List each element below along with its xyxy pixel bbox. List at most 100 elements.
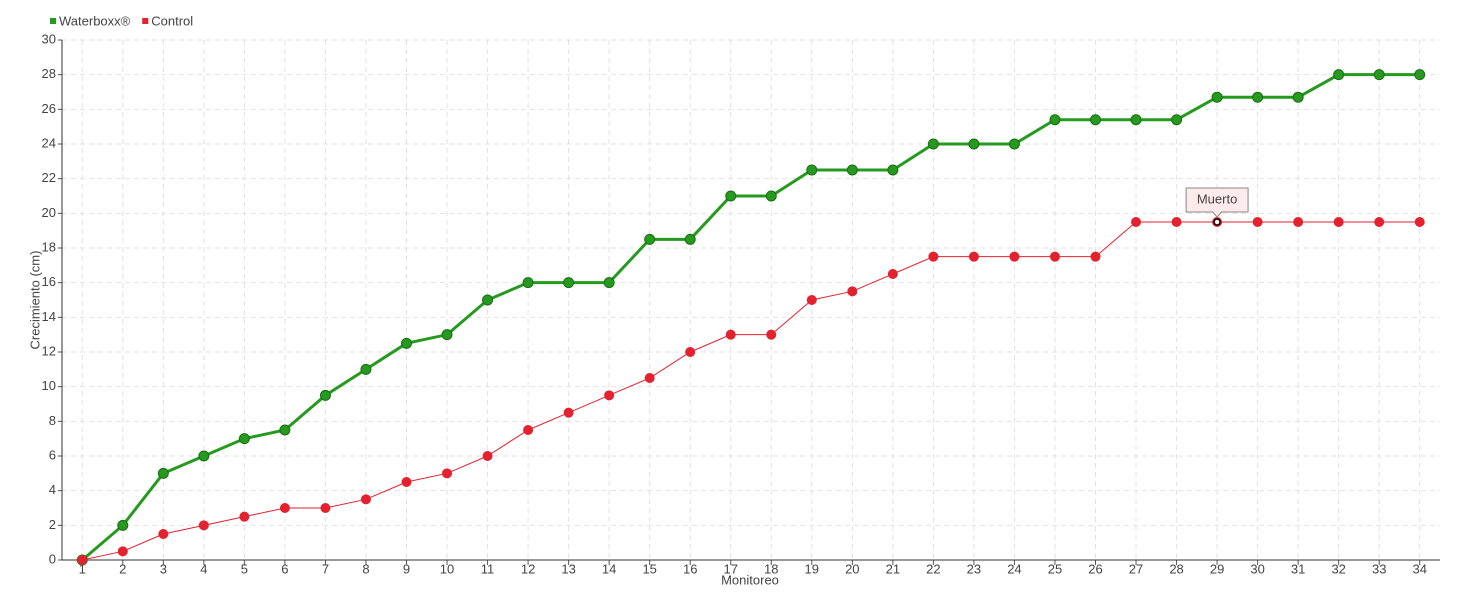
data-point — [1293, 217, 1304, 227]
y-tick-label: 28 — [42, 66, 56, 81]
data-point — [279, 503, 290, 513]
x-tick-label: 31 — [1291, 561, 1305, 576]
data-point — [1252, 91, 1264, 103]
y-tick-label: 6 — [49, 447, 56, 462]
data-point — [604, 390, 615, 401]
x-tick-label: 5 — [241, 561, 248, 576]
data-point — [441, 329, 453, 341]
x-tick-label: 2 — [119, 561, 126, 576]
x-tick-label: 19 — [805, 561, 819, 576]
data-point — [158, 529, 169, 539]
data-point — [1374, 217, 1385, 227]
y-tick-label: 26 — [42, 101, 56, 116]
x-tick-label: 30 — [1250, 561, 1264, 576]
x-tick-label: 22 — [926, 561, 940, 576]
data-point — [77, 555, 88, 565]
data-point — [117, 519, 129, 531]
annotation-box — [1185, 187, 1249, 213]
x-tick-label: 32 — [1331, 561, 1345, 576]
annotation-label: Muerto — [1197, 191, 1237, 206]
x-axis-label: Monitoreo — [721, 572, 779, 587]
y-tick-label: 8 — [49, 413, 56, 428]
x-tick-label: 17 — [724, 561, 738, 576]
x-tick-label: 7 — [322, 561, 329, 576]
data-point — [239, 511, 250, 522]
annotation-pointer — [1211, 211, 1223, 218]
data-point — [928, 251, 939, 262]
data-point — [563, 407, 574, 418]
data-point — [401, 477, 412, 487]
data-point — [1414, 69, 1426, 81]
x-tick-label: 27 — [1129, 561, 1143, 576]
legend-label: Waterboxx® — [59, 13, 131, 28]
data-point — [320, 503, 331, 513]
data-point — [725, 190, 737, 202]
x-tick-label: 34 — [1413, 561, 1427, 576]
x-tick-label: 24 — [1007, 561, 1021, 576]
data-point — [1131, 217, 1142, 227]
x-tick-label: 18 — [764, 561, 778, 576]
data-point — [279, 424, 291, 436]
data-point — [319, 389, 331, 401]
data-point — [482, 294, 494, 306]
data-point — [887, 164, 899, 176]
data-point — [968, 138, 980, 150]
data-point — [1171, 217, 1182, 227]
series-line — [82, 221, 1420, 561]
data-point — [198, 520, 209, 531]
y-tick-label: 2 — [49, 517, 56, 532]
data-point — [968, 251, 979, 262]
data-point — [1373, 69, 1385, 81]
x-tick-label: 29 — [1210, 561, 1224, 576]
x-tick-label: 6 — [281, 561, 288, 576]
data-point — [766, 329, 777, 340]
x-tick-label: 1 — [79, 561, 86, 576]
y-tick-label: 18 — [42, 239, 56, 254]
data-point — [847, 286, 858, 297]
data-point — [1009, 251, 1020, 262]
data-point — [360, 494, 371, 505]
y-tick-label: 16 — [42, 274, 56, 289]
x-tick-label: 12 — [521, 561, 535, 576]
data-point — [1090, 114, 1101, 126]
y-tick-label: 14 — [42, 309, 56, 324]
legend-swatch — [142, 18, 149, 24]
x-tick-label: 33 — [1372, 561, 1386, 576]
data-point — [1171, 114, 1183, 126]
data-point — [238, 433, 250, 445]
data-point — [846, 164, 858, 176]
data-point — [806, 295, 817, 305]
y-tick-label: 20 — [42, 205, 56, 220]
data-point — [685, 347, 696, 357]
x-tick-label: 14 — [602, 561, 616, 576]
legend-label: Control — [151, 13, 193, 28]
data-point — [1049, 251, 1060, 262]
data-point — [1414, 217, 1425, 227]
y-tick-label: 4 — [49, 482, 56, 497]
y-tick-label: 0 — [49, 551, 56, 566]
y-tick-label: 30 — [42, 31, 56, 46]
data-point — [684, 233, 696, 245]
data-point — [927, 138, 939, 150]
x-tick-label: 8 — [362, 561, 369, 576]
x-tick-label: 28 — [1169, 561, 1183, 576]
x-tick-label: 26 — [1088, 561, 1102, 576]
data-point — [482, 451, 493, 461]
x-tick-label: 9 — [403, 561, 410, 576]
data-point — [198, 450, 210, 462]
data-point — [1090, 251, 1101, 262]
annotation-marker — [1213, 218, 1221, 226]
data-point — [1211, 91, 1223, 103]
data-point — [360, 363, 372, 375]
x-tick-label: 15 — [642, 561, 656, 576]
data-point — [1130, 114, 1142, 126]
data-point — [157, 467, 169, 479]
y-tick-label: 22 — [42, 170, 56, 185]
data-point — [765, 190, 777, 202]
data-point — [644, 373, 655, 383]
x-tick-label: 20 — [845, 561, 859, 576]
x-tick-label: 16 — [683, 561, 697, 576]
data-point — [1333, 217, 1344, 227]
x-tick-label: 11 — [481, 561, 495, 576]
